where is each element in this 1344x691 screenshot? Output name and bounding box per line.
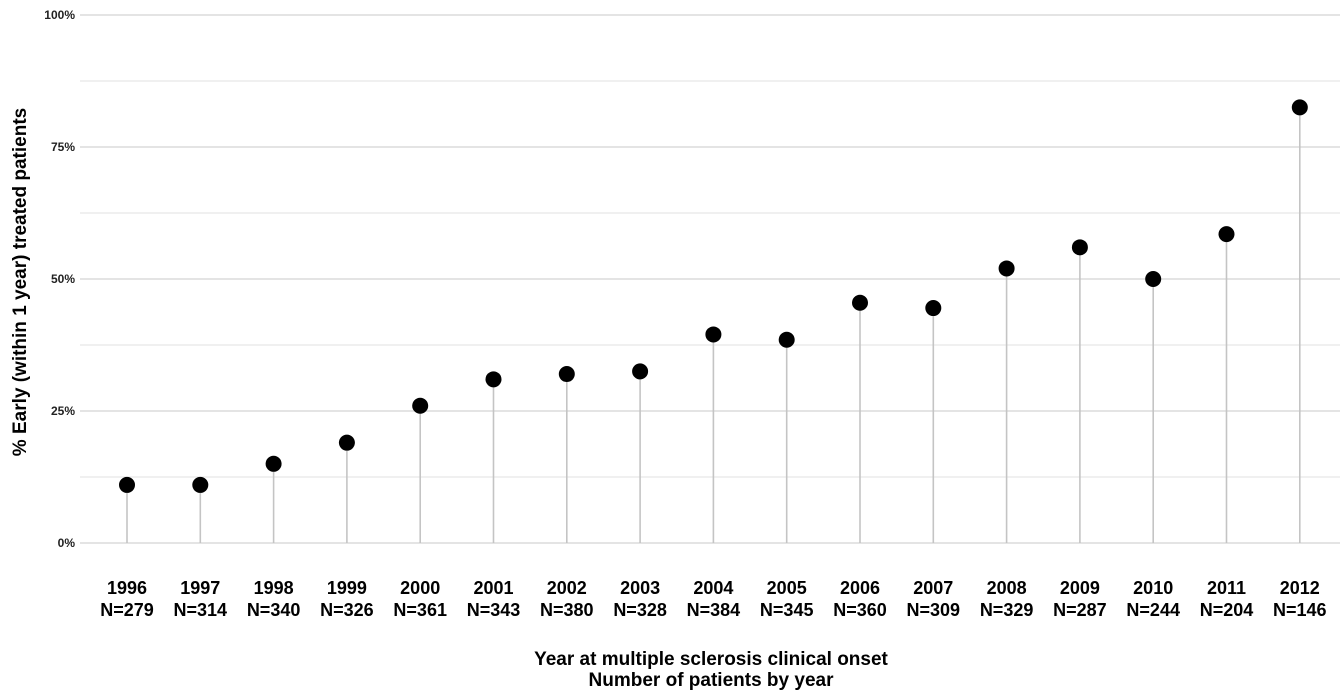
x-tick-label-year: 2006 xyxy=(840,578,880,598)
x-tick-label-year: 1998 xyxy=(254,578,294,598)
x-tick-label-n: N=340 xyxy=(247,600,301,620)
data-point xyxy=(558,366,575,383)
data-point xyxy=(998,260,1015,277)
x-tick-label-year: 2004 xyxy=(693,578,733,598)
data-point xyxy=(265,455,282,472)
x-tick-label-year: 2005 xyxy=(767,578,807,598)
x-axis-title: Year at multiple sclerosis clinical onse… xyxy=(534,649,888,670)
data-point xyxy=(1145,271,1162,287)
data-point xyxy=(925,300,942,317)
y-tick-label: 75% xyxy=(51,140,75,154)
data-point xyxy=(778,331,795,348)
x-tick-label-year: 2002 xyxy=(547,578,587,598)
x-tick-label-n: N=360 xyxy=(833,600,887,620)
gridlines xyxy=(80,14,1340,544)
data-point xyxy=(705,326,722,343)
x-tick-label-n: N=326 xyxy=(320,600,374,620)
x-tick-label-n: N=204 xyxy=(1200,600,1254,620)
data-point xyxy=(1071,239,1088,256)
y-axis-ticks: 0% 25% 50% 75% 100% xyxy=(44,8,75,550)
x-tick-label-year: 2012 xyxy=(1280,578,1320,598)
x-tick-label-year: 2003 xyxy=(620,578,660,598)
data-point xyxy=(1218,226,1235,243)
data-point xyxy=(412,397,429,414)
data-point xyxy=(852,294,868,311)
x-tick-label-n: N=328 xyxy=(613,600,667,620)
x-tick-label-year: 1999 xyxy=(327,578,367,598)
y-tick-label: 100% xyxy=(44,8,75,22)
x-tick-label-n: N=309 xyxy=(907,600,961,620)
x-tick-label-n: N=279 xyxy=(100,600,154,620)
y-tick-label: 0% xyxy=(58,536,76,550)
x-tick-label-n: N=329 xyxy=(980,600,1034,620)
data-point xyxy=(338,434,355,451)
y-tick-label: 25% xyxy=(51,404,75,418)
x-tick-label-year: 1997 xyxy=(180,578,220,598)
x-tick-label-year: 1996 xyxy=(107,578,147,598)
x-tick-label-year: 2000 xyxy=(400,578,440,598)
x-tick-label-year: 2010 xyxy=(1133,578,1173,598)
data-point xyxy=(192,476,209,493)
x-tick-label-n: N=146 xyxy=(1273,600,1327,620)
x-tick-label-n: N=384 xyxy=(687,600,741,620)
x-tick-label-year: 2007 xyxy=(913,578,953,598)
x-tick-label-n: N=244 xyxy=(1126,600,1180,620)
x-tick-label-year: 2011 xyxy=(1207,578,1246,598)
x-tick-label-n: N=343 xyxy=(467,600,521,620)
data-point xyxy=(485,371,502,388)
x-tick-label-n: N=345 xyxy=(760,600,814,620)
data-points xyxy=(119,99,1308,493)
data-point xyxy=(119,476,135,493)
x-tick-label-year: 2001 xyxy=(473,578,513,598)
y-axis-title: % Early (within 1 year) treated patients xyxy=(10,108,31,456)
x-tick-label-n: N=287 xyxy=(1053,600,1107,620)
data-point xyxy=(1291,99,1308,116)
x-tick-label-n: N=380 xyxy=(540,600,594,620)
data-point xyxy=(632,363,649,380)
x-tick-label-n: N=361 xyxy=(393,600,447,620)
stems xyxy=(126,107,1301,543)
x-tick-label-n: N=314 xyxy=(174,600,228,620)
x-axis-subtitle: Number of patients by year xyxy=(589,670,835,691)
x-tick-label-year: 2009 xyxy=(1060,578,1100,598)
x-tick-label-year: 2008 xyxy=(987,578,1027,598)
y-tick-label: 50% xyxy=(51,272,75,286)
